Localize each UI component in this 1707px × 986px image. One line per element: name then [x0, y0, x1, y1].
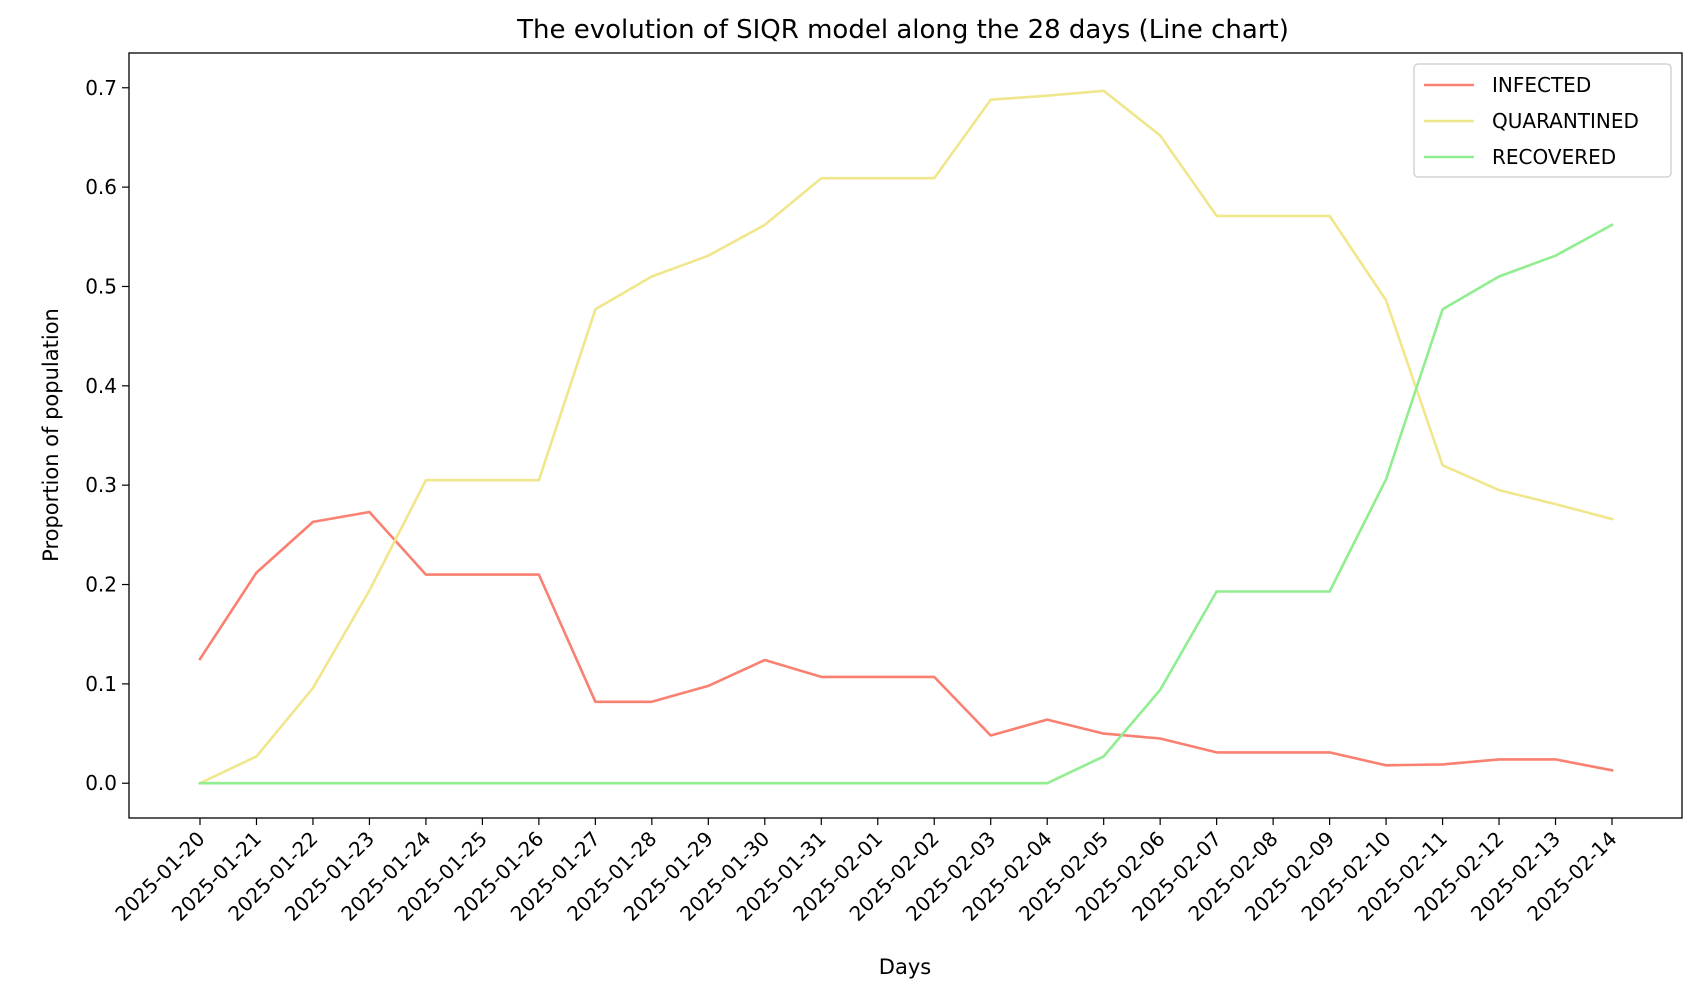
y-tick-label: 0.4: [85, 374, 117, 398]
y-tick-label: 0.1: [85, 672, 117, 696]
chart-title: The evolution of SIQR model along the 28…: [516, 15, 1289, 45]
legend-label-infected: INFECTED: [1492, 73, 1591, 97]
series-line-infected: [198, 510, 1614, 772]
y-axis-title: Proportion of population: [39, 308, 63, 562]
y-axis: 0.0 0.1 0.2 0.3 0.4 0.5 0.6 0.7: [85, 76, 129, 795]
legend-box: [1413, 63, 1672, 178]
series-line-quarantined: [198, 89, 1614, 785]
y-tick-label: 0.7: [85, 76, 117, 100]
legend: INFECTED QUARANTINED RECOVERED: [1413, 63, 1672, 178]
y-tick-label: 0.2: [85, 573, 117, 597]
legend-label-quarantined: QUARANTINED: [1492, 109, 1639, 133]
y-tick-label: 0.3: [85, 473, 117, 497]
y-tick-label: 0.0: [85, 771, 117, 795]
y-tick-label: 0.5: [85, 274, 117, 298]
legend-label-recovered: RECOVERED: [1492, 145, 1616, 169]
plot-frame: [128, 52, 1683, 819]
x-axis-title: Days: [879, 955, 931, 979]
plot-area: [198, 89, 1614, 785]
series-line-recovered: [198, 223, 1614, 785]
y-tick-label: 0.6: [85, 175, 117, 199]
